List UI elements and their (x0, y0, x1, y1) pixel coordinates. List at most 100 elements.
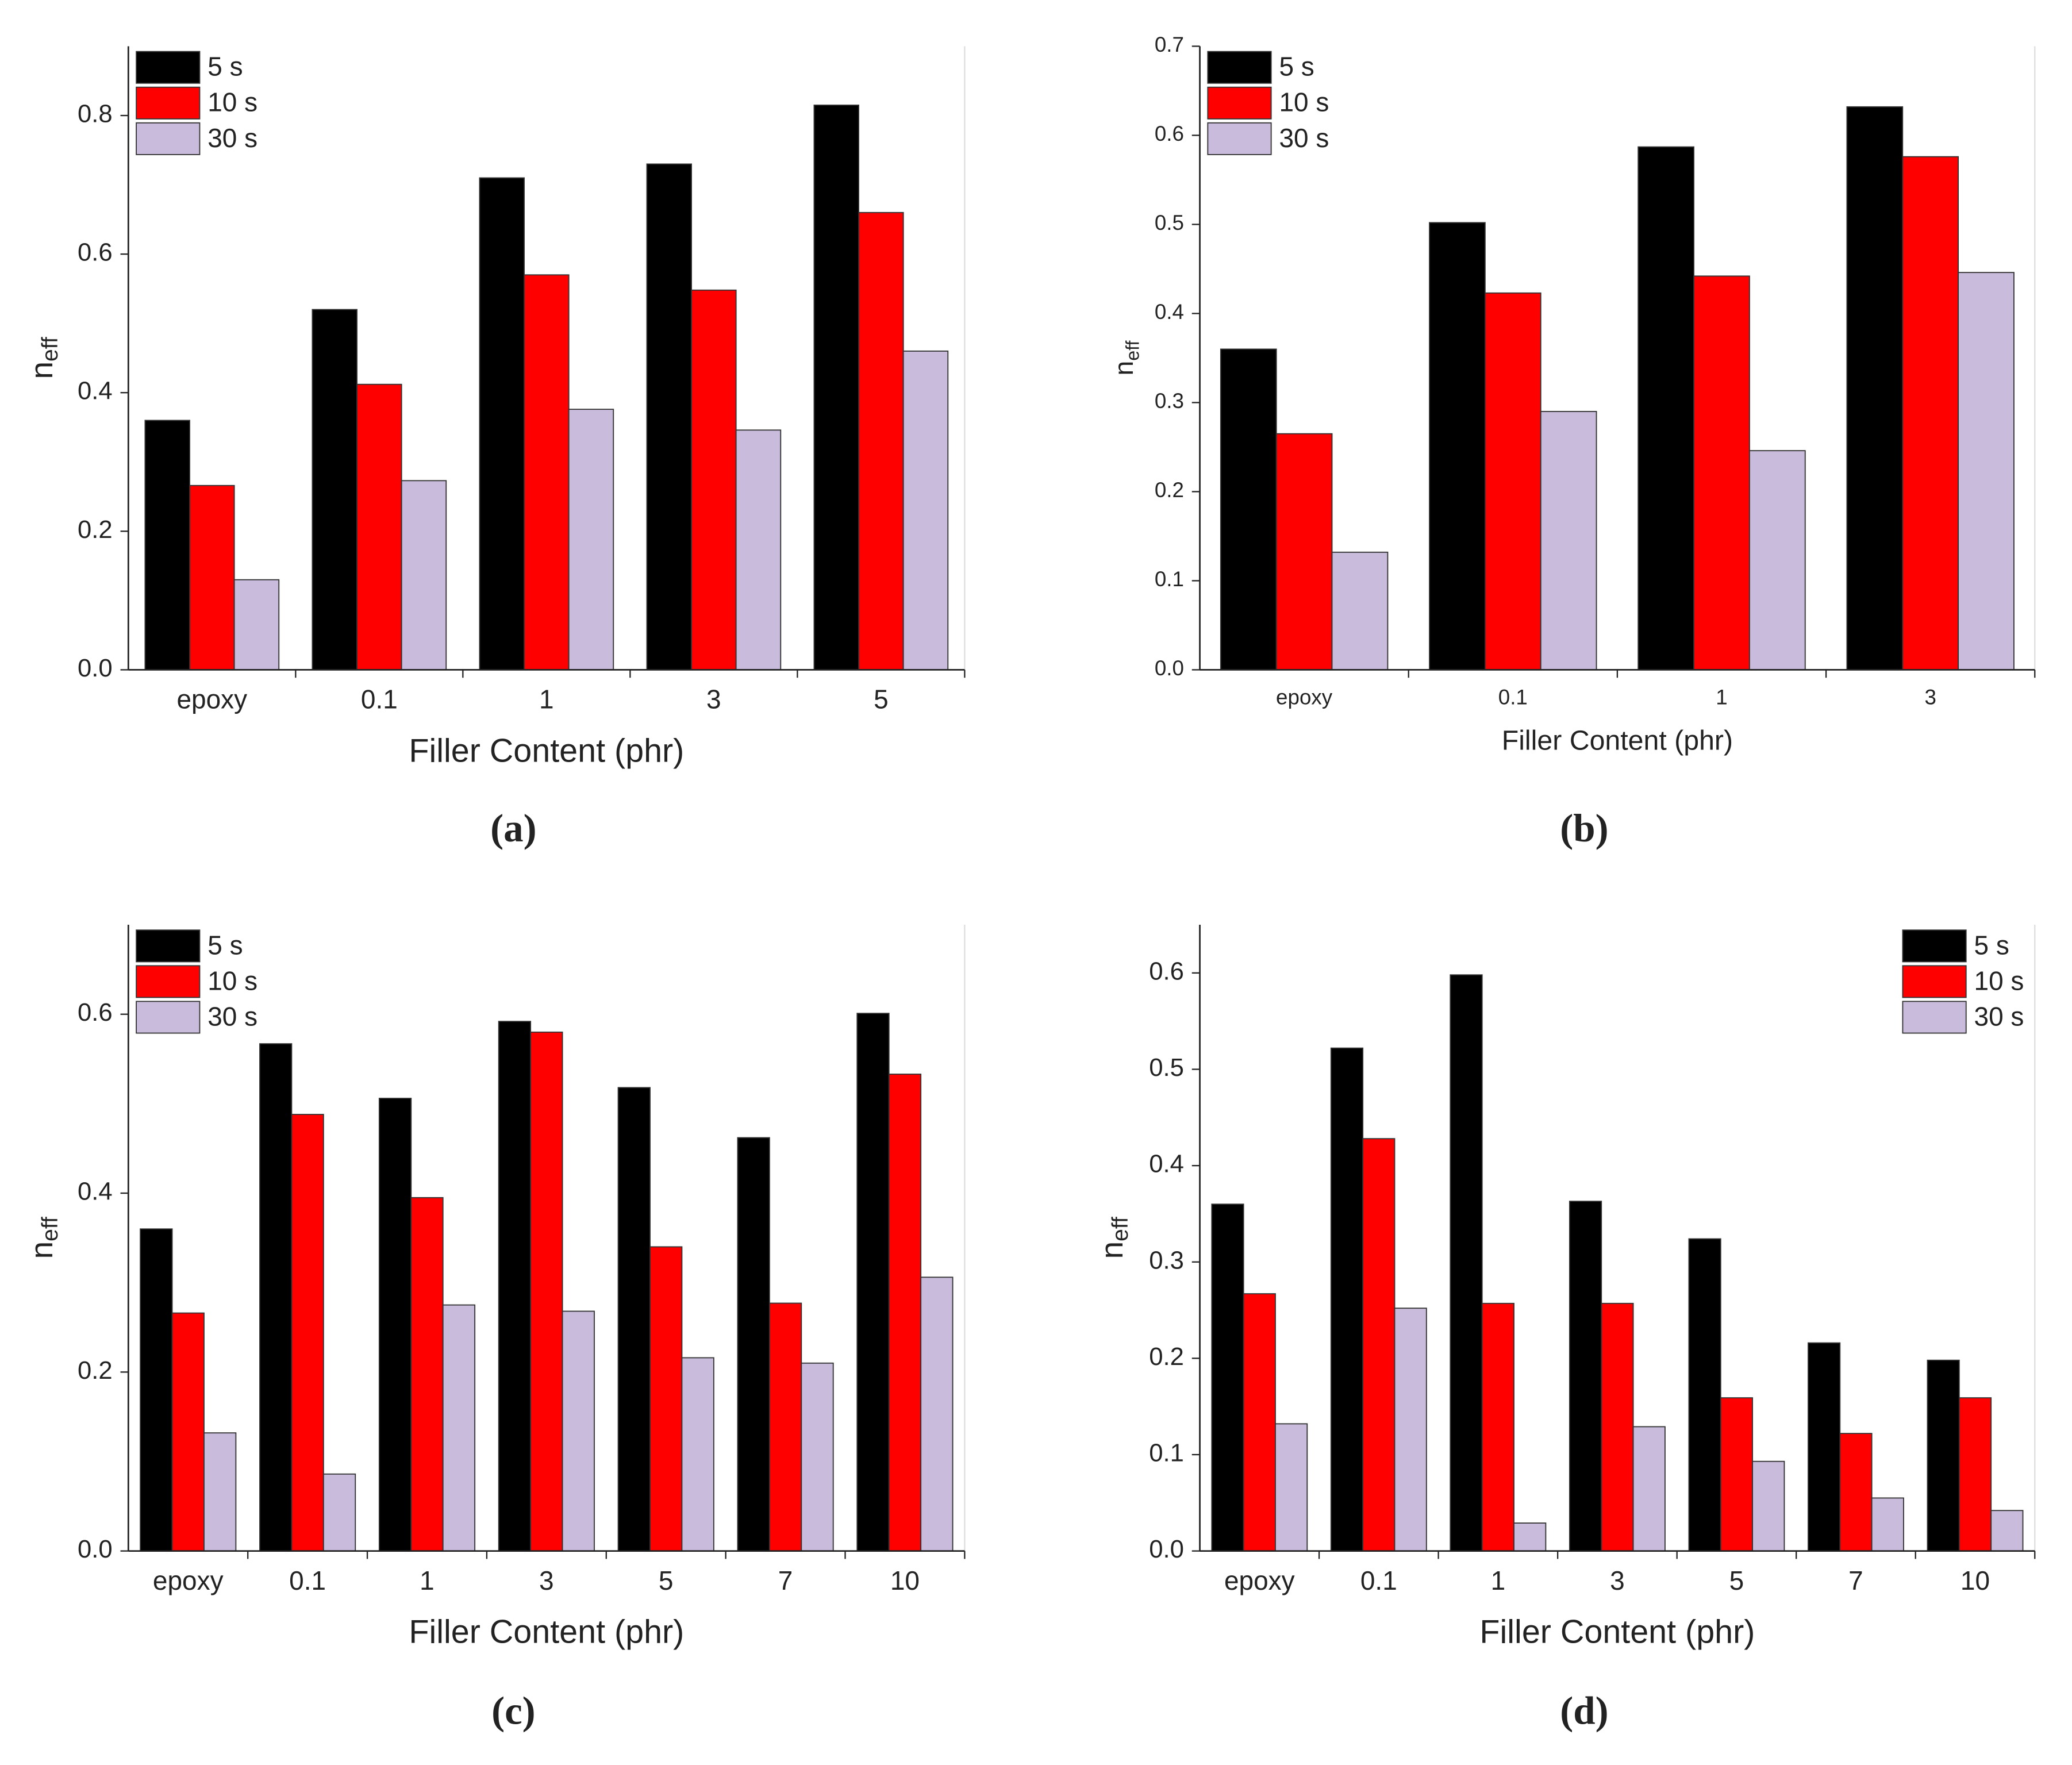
bar (1632, 1426, 1666, 1552)
x-tick-label: 1 (1491, 1566, 1506, 1595)
legend-swatch (136, 965, 201, 998)
bar (813, 105, 859, 671)
y-tick-label: 0.4 (78, 377, 113, 405)
y-tick-label: 0.0 (1155, 656, 1184, 680)
bar (737, 1137, 770, 1552)
y-tick-label: 0.6 (78, 998, 113, 1026)
y-tick-label: 0.4 (1149, 1150, 1184, 1178)
bar (1331, 551, 1389, 671)
legend-swatch (136, 122, 201, 155)
bar (378, 1098, 412, 1552)
bar (259, 1043, 293, 1552)
bar (1637, 146, 1694, 671)
y-tick-label: 0.6 (1149, 957, 1184, 985)
x-tick-label: epoxy (176, 685, 247, 714)
bar (530, 1031, 563, 1552)
y-axis-title-main: n (1109, 361, 1139, 376)
bar (646, 163, 692, 671)
bar (1846, 106, 1904, 671)
y-axis-title-sub: eff (1108, 1217, 1133, 1241)
legend-label: 30 s (207, 123, 257, 153)
y-tick-label: 0.0 (78, 654, 113, 682)
panel-caption: (a) (490, 806, 536, 850)
legend-swatch (136, 51, 201, 84)
panel-caption: (d) (1560, 1689, 1608, 1732)
bar (203, 1432, 237, 1552)
y-tick-label: 0.5 (1149, 1053, 1184, 1082)
legend-label: 10 s (207, 966, 257, 995)
y-axis-title-sub: eff (38, 337, 63, 362)
legend-swatch (1902, 929, 1967, 963)
y-tick-label: 0.3 (1149, 1246, 1184, 1274)
bar (1394, 1308, 1427, 1552)
y-axis-title-main: n (24, 1241, 59, 1259)
x-tick-label: epoxy (1224, 1566, 1295, 1595)
bar (1688, 1238, 1721, 1552)
bar (291, 1114, 324, 1552)
bar (1693, 275, 1750, 671)
legend-swatch (136, 929, 201, 963)
x-tick-label: 1 (539, 685, 554, 714)
legend-label: 5 s (1974, 930, 2009, 960)
x-tick-label: 10 (1960, 1566, 1990, 1595)
y-tick-label: 0.7 (1155, 33, 1184, 56)
bar (1808, 1342, 1841, 1552)
x-axis-title: Filler Content (phr) (409, 732, 684, 769)
x-tick-label: 5 (659, 1566, 674, 1595)
x-axis-title: Filler Content (phr) (1502, 725, 1733, 756)
x-tick-label: 7 (1848, 1566, 1863, 1595)
x-tick-label: 0.1 (361, 685, 398, 714)
bar (410, 1197, 444, 1552)
bar (322, 1473, 356, 1552)
y-axis-title-main: n (24, 362, 59, 379)
y-axis-title-main: n (1094, 1241, 1129, 1259)
x-tick-label: epoxy (1276, 686, 1333, 709)
bar (1429, 222, 1486, 671)
x-tick-label: epoxy (153, 1566, 224, 1595)
bar (1749, 450, 1806, 671)
bar (562, 1310, 595, 1552)
x-axis-title: Filler Content (phr) (1479, 1614, 1755, 1651)
bar (1871, 1497, 1904, 1552)
bar (691, 289, 737, 671)
bar (1958, 1397, 1992, 1552)
bar (140, 1228, 173, 1552)
x-tick-label: 5 (874, 685, 889, 714)
bar (498, 1021, 532, 1552)
bar (1569, 1201, 1602, 1552)
bar (858, 212, 904, 671)
x-tick-label: 5 (1729, 1566, 1744, 1595)
y-tick-label: 0.1 (1149, 1439, 1184, 1467)
bar (1839, 1433, 1873, 1552)
bar (1484, 292, 1541, 671)
legend-label: 10 s (1279, 87, 1329, 117)
y-tick-label: 0.0 (78, 1535, 113, 1563)
bar (189, 484, 235, 671)
x-tick-label: 3 (1610, 1566, 1625, 1595)
y-axis-title: neff (24, 337, 63, 379)
bar (144, 420, 190, 671)
x-tick-label: 0.1 (289, 1566, 326, 1595)
y-axis-title: neff (1094, 1217, 1133, 1259)
bar (1752, 1460, 1785, 1552)
bar (617, 1087, 651, 1552)
x-tick-label: 1 (1716, 686, 1727, 709)
chart-panel: 0.0 0.2 0.4 0.6 epoxy 0.1 1 3 5 7 10 Filler Content… (24, 925, 966, 1732)
legend-label: 10 s (207, 87, 257, 117)
y-tick-label: 0.5 (1155, 211, 1184, 234)
y-axis-title: neff (1109, 340, 1143, 375)
x-axis-title: Filler Content (phr) (409, 1614, 684, 1651)
bar (649, 1246, 683, 1552)
bar (524, 274, 570, 671)
bar (1927, 1359, 1960, 1552)
bar (1540, 411, 1597, 671)
bar (1220, 348, 1277, 671)
bar (1211, 1203, 1244, 1552)
x-tick-label: 0.1 (1498, 686, 1528, 709)
y-tick-label: 0.6 (1155, 122, 1184, 145)
bar (735, 429, 782, 671)
legend-label: 30 s (1279, 123, 1329, 153)
y-tick-label: 0.2 (1149, 1343, 1184, 1371)
